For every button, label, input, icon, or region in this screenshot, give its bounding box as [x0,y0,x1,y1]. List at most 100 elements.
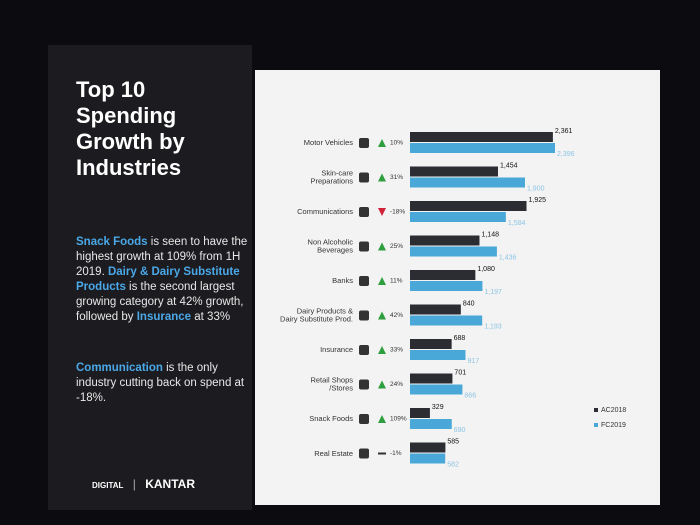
arrow-up [378,242,386,251]
value-label: 840 [463,300,475,307]
growth-label: 11% [390,278,403,285]
bar [410,453,446,464]
icon [359,138,369,148]
icon [359,241,369,252]
paragraph: Communication is the only industry cutti… [76,361,248,406]
value-label: 585 [447,438,459,445]
bar [410,235,480,246]
text-run: Communication [76,362,163,374]
growth-label: 25% [390,243,403,250]
category-label: Snack Foods [309,413,353,423]
text-run: Snack Foods [76,236,148,248]
bar [410,384,463,395]
category-label: Insurance [320,344,353,354]
growth-label: 42% [390,312,403,319]
bar [410,281,483,291]
icon [359,172,369,183]
legend-swatch [594,408,598,412]
value-label: 688 [454,335,466,342]
category-label: Motor Vehicles [303,137,353,147]
text-run: is the only industry cutting back on spe… [76,362,245,404]
value-label: 690 [454,427,466,434]
value-label: 1,080 [477,266,495,273]
arrow-up [378,380,386,389]
arrow-up [378,311,386,320]
text-run: Dairy & Dairy Substitute Products [76,266,240,293]
category-label: Dairy Products & Dairy Substitute Prod. [280,306,353,324]
arrow-up [378,346,386,354]
value-label: 1,584 [508,220,526,227]
bar [410,373,453,384]
icon [359,345,369,355]
bar [410,315,483,326]
icon [359,276,369,286]
value-label: 1,197 [484,289,502,296]
growth-label: 24% [390,381,403,388]
text-run: Insurance [136,311,192,323]
bar [410,177,525,188]
category-label: Real Estate [314,448,353,458]
icon [359,207,369,217]
bar [410,419,452,429]
dash [378,452,386,455]
value-label: 917 [467,358,479,365]
category-label: Skin-care Preparations [310,168,353,186]
value-label: 582 [447,461,459,468]
icon [359,414,369,424]
icon [359,310,369,321]
growth-label: 10% [390,140,403,147]
growth-label: 33% [390,347,403,354]
bar [410,270,476,280]
bar [410,201,527,211]
value-label: 1,436 [499,254,517,261]
bar [410,408,430,418]
text-panel: Top 10 Spending Growth by Industries Sna… [48,45,252,510]
value-label: 1,900 [527,185,545,192]
value-label: 1,925 [528,197,546,204]
arrow-up [378,277,386,285]
bar [410,166,498,177]
legend-swatch [594,423,598,427]
value-label: 701 [454,369,466,376]
category-label: Communications [297,206,353,216]
logo: DIGITAL [92,481,124,490]
value-label: 1,454 [500,162,518,169]
growth-label: 31% [390,174,403,181]
arrow-up [378,173,386,182]
bar [410,442,446,453]
text-run: is the second largest growing category a… [76,281,244,323]
value-label: 866 [464,392,476,399]
arrow-down [378,208,386,216]
title: Top 10 Spending Growth by Industries [76,77,185,180]
bar [410,339,452,349]
value-label: 1,193 [484,323,502,330]
text-run: at 33% [191,311,231,323]
growth-label: -1% [390,450,402,457]
legend-label: FC2019 [601,422,626,429]
icon [359,448,369,459]
arrow-up [378,139,386,147]
bar [410,246,497,257]
bar [410,350,466,360]
paragraph: Snack Foods is seen to have the highest … [76,235,248,325]
text-run: is seen to have the highest growth at 10… [76,236,248,278]
bar [410,143,555,153]
icon [359,379,369,390]
growth-label: -18% [390,209,405,216]
category-label: Banks [332,275,353,285]
bar [410,132,553,142]
growth-label: 109% [390,416,407,423]
bar [410,304,461,315]
logo: KANTAR [145,477,195,491]
arrow-up [378,415,386,423]
value-label: 329 [432,404,444,411]
value-label: 1,148 [481,231,499,238]
category-label: Non Alcoholic Beverages [307,237,353,255]
value-label: 2,396 [557,151,575,158]
logos: DIGITAL | KANTAR [92,477,195,491]
value-label: 2,361 [555,128,573,135]
legend-label: AC2018 [601,407,626,414]
bar [410,212,506,222]
